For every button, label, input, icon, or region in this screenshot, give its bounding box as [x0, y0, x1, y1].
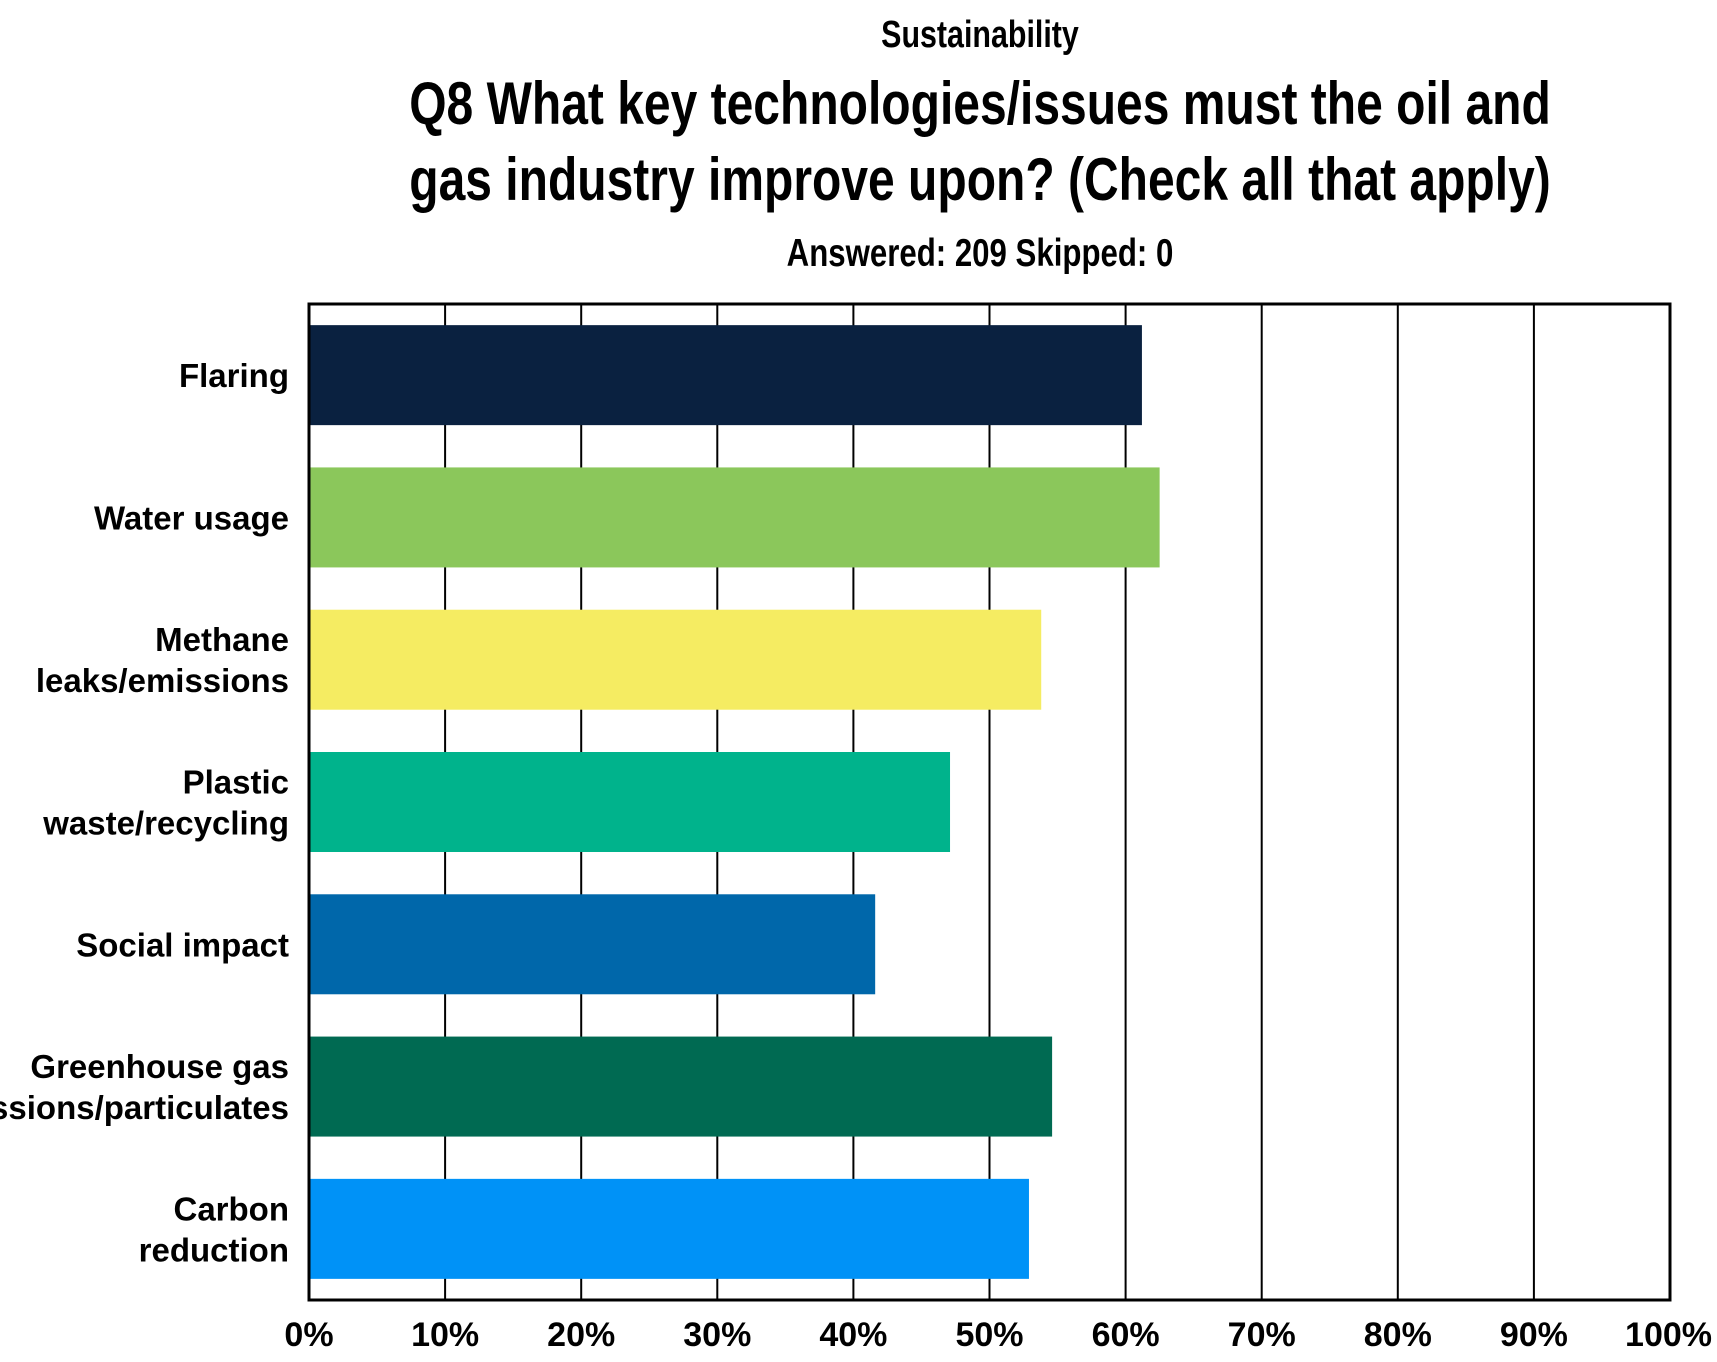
- category-label: Methane leaks/emissions: [36, 621, 289, 699]
- bar: [309, 609, 1042, 710]
- x-tick-label: 90%: [1500, 1316, 1568, 1354]
- x-tick-label: 60%: [1092, 1316, 1160, 1354]
- bar: [309, 467, 1160, 568]
- bar: [309, 894, 876, 995]
- x-tick-label: 50%: [955, 1316, 1023, 1354]
- plot-frame: [307, 302, 1672, 1302]
- x-tick-label: 40%: [819, 1316, 887, 1354]
- category-label: Flaring: [179, 357, 289, 394]
- bars: [309, 325, 1160, 1279]
- chart-kicker: Sustainability: [881, 14, 1079, 56]
- category-label: Plastic waste/recycling: [42, 764, 289, 842]
- category-label: Greenhouse gasemissions/particulates: [0, 1048, 289, 1126]
- category-label: Carbon reduction: [139, 1190, 289, 1268]
- x-tick-label: 70%: [1228, 1316, 1296, 1354]
- x-tick-label: 100%: [1625, 1316, 1712, 1354]
- x-tick-label: 0%: [284, 1316, 333, 1354]
- x-axis-tick-labels: 0% 10% 20% 30% 40% 50% 60% 70% 80% 90% 100%: [284, 1316, 1712, 1354]
- category-label: Water usage: [94, 499, 289, 536]
- category-label: Social impact: [76, 926, 289, 963]
- bar: [309, 752, 951, 852]
- x-tick-label: 20%: [547, 1316, 615, 1354]
- x-tick-label: 80%: [1364, 1316, 1432, 1354]
- chart-title: Q8 What key technologies/issues must the…: [409, 70, 1551, 213]
- response-summary: Answered: 209 Skipped: 0: [786, 232, 1174, 275]
- x-tick-label: 10%: [411, 1316, 479, 1354]
- bar: [309, 1178, 1029, 1279]
- x-tick-label: 30%: [683, 1316, 751, 1354]
- bar: [309, 1036, 1053, 1137]
- category-labels: Flaring Water usage Methane leaks/emissions…: [0, 357, 289, 1268]
- bar: [309, 325, 1142, 426]
